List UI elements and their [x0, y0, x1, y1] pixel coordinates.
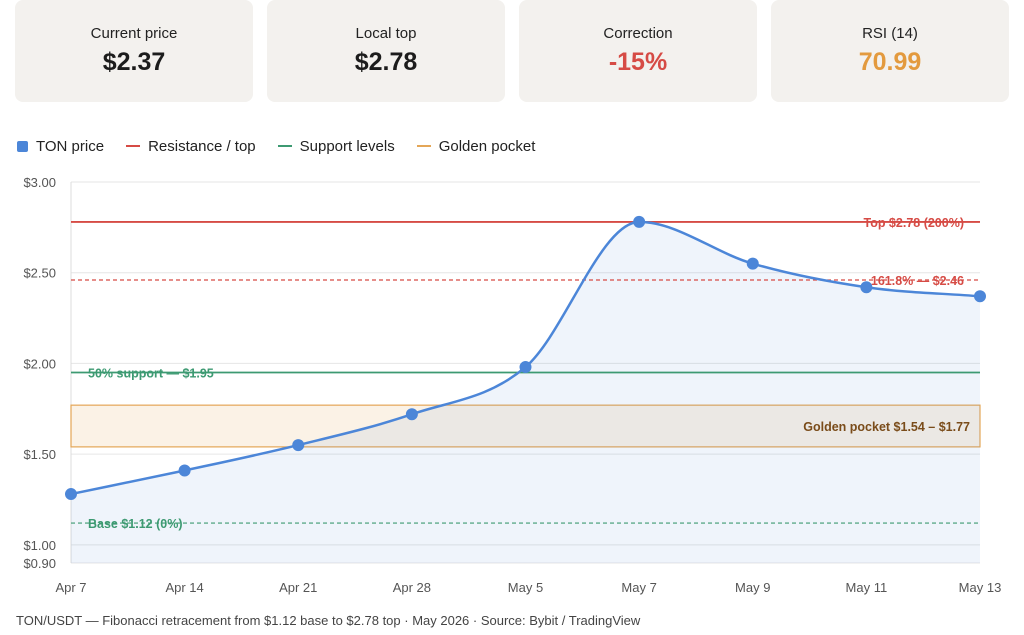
x-tick-label: May 9	[735, 580, 770, 595]
legend-swatch-ton-price	[17, 140, 28, 152]
x-tick-label: May 13	[959, 580, 1002, 595]
legend-label-support: Support levels	[299, 137, 395, 155]
chart-legend: TON price Resistance / top Support level…	[17, 136, 557, 156]
legend-label-ton-price: TON price	[36, 137, 105, 155]
current-price-card: Current price $2.37	[15, 0, 253, 102]
rsi-card: RSI (14) 70.99	[771, 0, 1009, 102]
current-price-label: Current price	[90, 25, 178, 42]
data-point	[405, 408, 418, 421]
x-tick-label: May 7	[621, 580, 656, 595]
price-area	[71, 221, 980, 563]
price-line	[70, 220, 981, 496]
local-top-label: Local top	[355, 25, 417, 42]
legend-item-support[interactable]: Support levels	[277, 137, 395, 155]
rsi-value: 70.99	[858, 48, 922, 76]
legend-swatch-resistance	[126, 145, 141, 147]
data-point	[860, 281, 873, 294]
y-tick-label: $2.00	[23, 356, 56, 371]
y-tick-label: $2.50	[23, 266, 56, 281]
data-point	[178, 464, 191, 477]
data-point	[65, 488, 77, 501]
reference-label: 161.8% — $2.46	[871, 274, 964, 288]
local-top-card: Local top $2.78	[267, 0, 505, 102]
data-point	[974, 290, 986, 303]
correction-value: -15%	[608, 48, 668, 76]
reference-label: Base $1.12 (0%)	[88, 517, 183, 531]
legend-item-golden-pocket[interactable]: Golden pocket	[416, 137, 536, 155]
rsi-label: RSI (14)	[862, 25, 918, 42]
y-tick-label: $3.00	[23, 175, 56, 190]
stat-cards: Current price $2.37 Local top $2.78 Corr…	[15, 0, 1009, 102]
y-tick-label: $1.00	[23, 538, 56, 553]
x-tick-label: May 11	[846, 580, 888, 595]
legend-swatch-support	[277, 145, 292, 147]
reference-label: Top $2.78 (200%)	[863, 216, 964, 230]
correction-card: Correction -15%	[519, 0, 757, 102]
x-tick-label: Apr 28	[393, 580, 431, 595]
data-point	[746, 257, 759, 270]
chart-caption: TON/USDT — Fibonacci retracement from $1…	[16, 613, 641, 628]
x-tick-label: Apr 7	[55, 580, 86, 595]
x-tick-label: May 5	[508, 580, 543, 595]
x-tick-label: Apr 21	[279, 580, 317, 595]
y-tick-label: $0.90	[23, 556, 56, 571]
local-top-value: $2.78	[354, 48, 418, 76]
golden-pocket-label: Golden pocket $1.54 – $1.77	[803, 420, 970, 434]
correction-label: Correction	[603, 25, 673, 42]
price-chart: $3.00 $2.50 $2.00 $1.50 $1.00 $0.90 Top $2.78 …	[23, 175, 1002, 595]
current-price-value: $2.37	[102, 48, 166, 76]
data-point	[519, 361, 532, 374]
data-point	[292, 439, 305, 452]
y-tick-label: $1.50	[23, 447, 56, 462]
x-tick-label: Apr 14	[165, 580, 203, 595]
legend-item-resistance[interactable]: Resistance / top	[126, 138, 256, 155]
legend-label-resistance: Resistance / top	[148, 137, 256, 155]
legend-label-golden-pocket: Golden pocket	[438, 137, 536, 155]
legend-item-ton-price[interactable]: TON price	[17, 138, 104, 155]
legend-swatch-golden-pocket	[416, 145, 431, 147]
golden-pocket-band	[70, 404, 981, 448]
data-point	[633, 215, 646, 228]
reference-label: 50% support — $1.95	[88, 367, 214, 381]
